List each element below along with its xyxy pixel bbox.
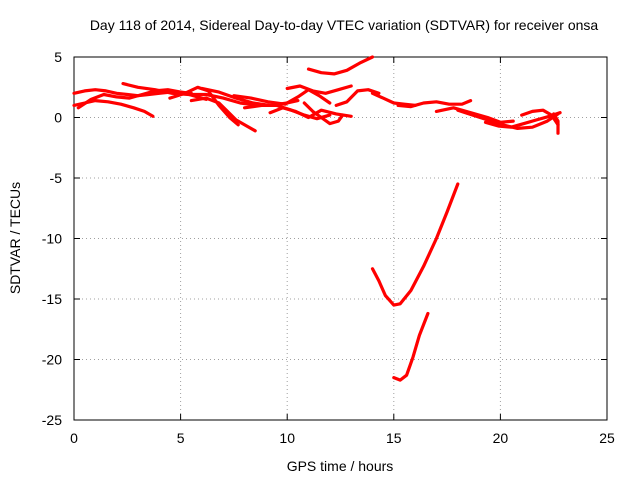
series-arc-16	[396, 98, 473, 109]
series-arc-14	[334, 88, 381, 108]
y-tick-label: -15	[42, 291, 62, 307]
y-tick-label: -20	[42, 352, 62, 368]
series-arc-21	[552, 112, 560, 135]
series-arc-19	[483, 111, 562, 129]
y-tick-label: -5	[50, 170, 63, 186]
series-arc-12	[302, 101, 345, 126]
series-arc-10	[268, 106, 353, 120]
y-tick-label: 5	[54, 49, 62, 65]
x-tick-label: 15	[386, 430, 402, 446]
tick-labels: 0 5 10 15 20 25 5 0 -5 -10 -15 -20 -25	[42, 49, 615, 446]
series-arc-23	[392, 311, 430, 382]
x-axis-label: GPS time / hours	[287, 458, 394, 474]
series-arc-15	[370, 91, 417, 108]
y-tick-label: -25	[42, 412, 62, 428]
x-tick-label: 10	[279, 430, 295, 446]
x-tick-label: 25	[599, 430, 615, 446]
series-arc-4	[121, 81, 259, 108]
grid	[74, 57, 607, 420]
x-tick-label: 20	[493, 430, 509, 446]
series-arc-11	[285, 84, 353, 95]
series-arc-13	[306, 55, 375, 76]
series-arc-20	[520, 108, 560, 127]
series-arc-17	[434, 106, 515, 124]
plot-frame	[73, 56, 608, 421]
y-tick-label: -10	[42, 231, 62, 247]
axis-ticks	[73, 56, 608, 421]
x-tick-label: 5	[177, 430, 185, 446]
chart-title: Day 118 of 2014, Sidereal Day-to-day VTE…	[90, 17, 599, 33]
series-arc-8	[232, 88, 332, 106]
y-tick-label: 0	[54, 110, 62, 126]
data-series	[72, 55, 562, 382]
series-arc-6	[189, 96, 257, 133]
x-tick-label: 0	[70, 430, 78, 446]
y-axis-label: SDTVAR / TECUs	[7, 182, 23, 294]
series-arc-22	[370, 182, 460, 307]
